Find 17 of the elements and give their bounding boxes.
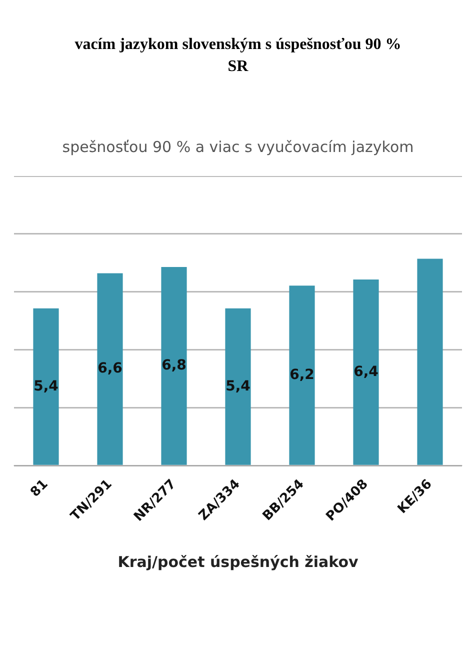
bar — [417, 258, 443, 465]
bar — [289, 286, 315, 465]
bar — [97, 273, 123, 465]
bar — [33, 308, 59, 465]
bar — [353, 279, 379, 465]
text: 5,4 — [34, 378, 58, 394]
x-axis-title: Kraj/počet úspešných žiakov — [118, 552, 359, 571]
x-tick-label: 81 — [28, 476, 52, 500]
text: 6,2 — [290, 366, 314, 383]
chart-title: vacím jazykom slovenským s úspešnosťou 90 % SR — [74, 35, 402, 77]
text: 6,4 — [354, 364, 378, 380]
text: 5,4 — [226, 378, 250, 394]
chart-subtitle: spešnosťou 90 % a viac s vyučovacím jazykom — [61, 138, 415, 156]
bar — [225, 308, 251, 465]
text: 6,8 — [162, 358, 186, 374]
bar — [161, 267, 187, 465]
text: 6,6 — [98, 360, 122, 377]
